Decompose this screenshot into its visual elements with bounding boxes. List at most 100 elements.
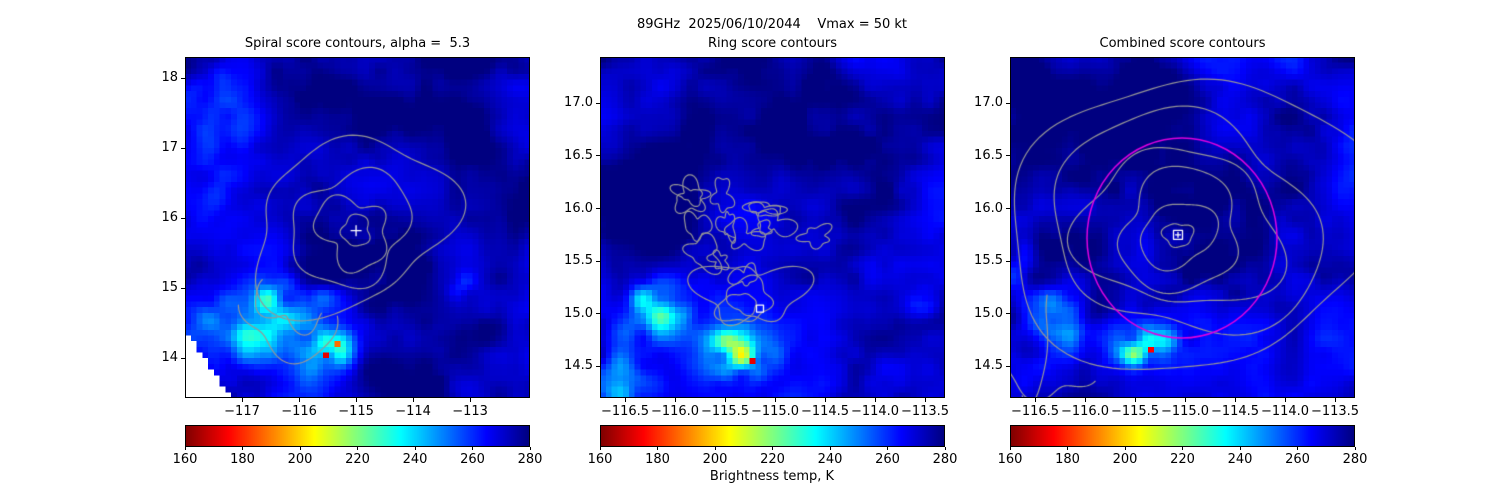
y-tick-mark: [1006, 155, 1010, 157]
y-tick-label: 17: [161, 140, 178, 156]
colorbar-tick-mark: [657, 447, 658, 450]
colorbar-gradient: [185, 425, 530, 447]
x-tick-label: −115.0: [750, 404, 800, 419]
y-tick-label: 16.5: [974, 147, 1003, 163]
x-tick-label: −116.5: [600, 404, 650, 419]
figure-suptitle: 89GHz 2025/06/10/2044 Vmax = 50 kt: [636, 17, 908, 32]
x-tick-label: −114: [395, 404, 431, 419]
y-tick-label: 17.0: [974, 95, 1003, 111]
colorbar-tick-mark: [472, 447, 473, 450]
x-tick-label: −113: [452, 404, 488, 419]
colorbar-tick-label: 260: [460, 452, 485, 467]
y-tick-mark: [596, 313, 600, 315]
x-tick-mark: [1234, 398, 1236, 402]
x-tick-mark: [1184, 398, 1186, 402]
colorbar-tick-label: 200: [1112, 452, 1138, 467]
x-tick-label: −115.5: [700, 404, 750, 419]
colorbar-tick-mark: [242, 447, 243, 450]
y-tick-mark: [1006, 208, 1010, 210]
y-tick-mark: [596, 260, 600, 262]
x-tick-mark: [1334, 398, 1336, 402]
colorbar-tick-label: 260: [1285, 452, 1310, 467]
colorbar-tick-mark: [829, 447, 831, 450]
x-tick-mark: [1284, 398, 1286, 402]
y-tick-label: 15.5: [564, 253, 593, 269]
colorbar-tick-label: 240: [1227, 452, 1253, 467]
x-tick-mark: [924, 398, 926, 402]
x-tick-mark: [774, 398, 776, 402]
x-tick-label: −115.5: [1110, 404, 1160, 419]
x-tick-mark: [724, 398, 726, 402]
x-tick-label: −114.5: [800, 404, 850, 419]
y-tick-label: 14.5: [564, 358, 593, 374]
colorbar-tick-mark: [1239, 447, 1241, 450]
x-tick-mark: [624, 398, 626, 402]
panel-spiral: Spiral score contours, alpha = 5.3 −117 −1…: [161, 36, 530, 419]
y-tick-mark: [181, 217, 185, 219]
y-tick-mark: [1006, 365, 1010, 367]
colorbar-tick-label: 240: [817, 452, 843, 467]
x-tick-mark: [355, 398, 357, 402]
x-tick-mark: [469, 398, 471, 402]
panel-combined: Combined score contours −116.5 −116.0 −115.…: [974, 36, 1359, 419]
y-tick-label: 14: [161, 350, 178, 366]
y-tick-label: 15.0: [974, 305, 1003, 321]
x-tick-label: −113.5: [1310, 404, 1360, 419]
colorbar-tick-label: 200: [702, 452, 728, 467]
colorbar-tick-mark: [887, 447, 888, 450]
y-tick-label: 14.5: [974, 358, 1003, 374]
contour-overlay: [1010, 57, 1355, 398]
colorbar-tick-label: 220: [760, 452, 785, 467]
x-tick-label: −116.0: [1060, 404, 1110, 419]
x-tick-mark: [1034, 398, 1036, 402]
y-tick-mark: [1006, 313, 1010, 315]
x-tick-label: −114.0: [850, 404, 900, 419]
colorbar-tick-label: 180: [645, 452, 670, 467]
y-tick-label: 16.5: [564, 147, 593, 163]
colorbar-tick-mark: [529, 447, 531, 450]
colorbar-tick-label: 280: [932, 452, 958, 467]
colorbar-tick-mark: [944, 447, 946, 450]
colorbar-tick-label: 160: [997, 452, 1023, 467]
x-tick-label: −116: [281, 404, 317, 419]
y-tick-label: 18: [161, 70, 178, 85]
colorbar-gradient: [1010, 425, 1355, 447]
y-tick-mark: [1006, 102, 1010, 104]
colorbar-tick-mark: [1124, 447, 1126, 450]
x-tick-label: −117: [224, 404, 260, 419]
y-tick-label: 16: [161, 210, 178, 226]
panel-ring: Ring score contours −116.5 −116.0 −115.5 −11…: [564, 36, 949, 419]
x-tick-mark: [1134, 398, 1136, 402]
colorbar-tick-label: 220: [1170, 452, 1195, 467]
x-tick-label: −116.0: [650, 404, 700, 419]
colorbar-tick-mark: [299, 447, 301, 450]
colorbar-tick-label: 220: [345, 452, 370, 467]
x-tick-label: −113.5: [900, 404, 950, 419]
y-tick-mark: [1006, 260, 1010, 262]
colorbar-gradient: [600, 425, 945, 447]
x-tick-mark: [412, 398, 414, 402]
x-tick-label: −115.0: [1160, 404, 1210, 419]
colorbar-tick-mark: [772, 447, 773, 450]
x-tick-label: −114.0: [1260, 404, 1310, 419]
y-tick-mark: [596, 208, 600, 210]
y-tick-mark: [181, 287, 185, 289]
colorbar-axis-label: Brightness temp, K: [709, 469, 835, 484]
colorbar-tick-mark: [357, 447, 358, 450]
colorbar: 160 180 200 220 240 260 280: [998, 425, 1367, 467]
panel-title: Spiral score contours, alpha = 5.3: [244, 36, 471, 51]
x-tick-label: −116.5: [1010, 404, 1060, 419]
colorbar-tick-mark: [1009, 447, 1011, 450]
colorbar-tick-mark: [414, 447, 416, 450]
y-tick-label: 15: [161, 280, 178, 296]
y-tick-label: 15.0: [564, 305, 593, 321]
colorbar-tick-label: 280: [517, 452, 543, 467]
x-tick-label: −114.5: [1210, 404, 1260, 419]
y-tick-mark: [181, 77, 185, 79]
x-tick-mark: [1084, 398, 1086, 402]
y-tick-mark: [181, 357, 185, 359]
x-tick-label: −115: [338, 404, 374, 419]
x-tick-mark: [298, 398, 300, 402]
x-tick-mark: [241, 398, 243, 402]
